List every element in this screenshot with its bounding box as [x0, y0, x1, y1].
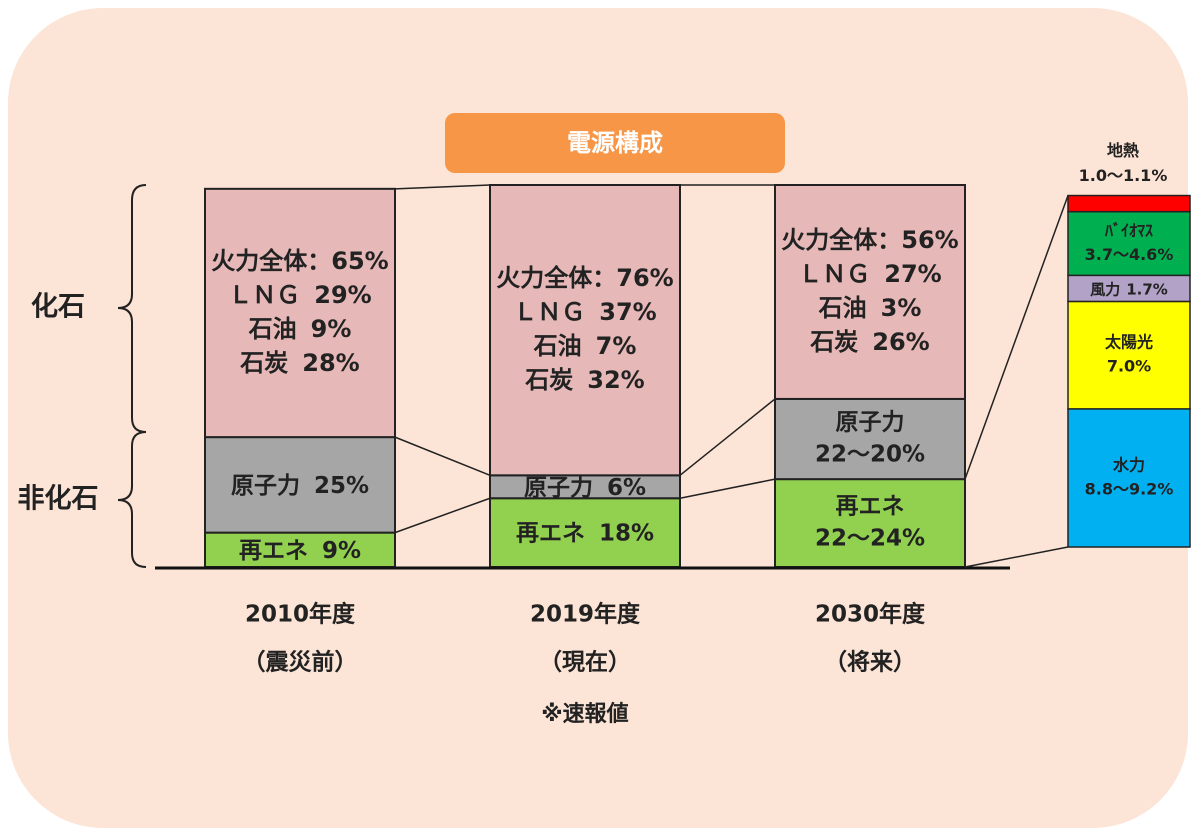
value: 65%	[331, 247, 388, 275]
series-name: 再エネ	[516, 520, 585, 546]
breakdown-name: 石炭	[524, 366, 573, 394]
bar-segment	[774, 478, 966, 569]
connector	[394, 184, 491, 190]
x-tick-label: 2010年度	[245, 601, 356, 628]
connector	[394, 436, 491, 477]
bar-segment	[204, 187, 396, 439]
series-name: 原子力	[231, 472, 300, 498]
detail-segment	[1067, 408, 1191, 548]
detail-segment	[1067, 300, 1191, 410]
breakdown-label: ＬＮＧ 27%	[798, 260, 941, 288]
detail-name: 地熱	[1107, 141, 1139, 160]
detail-value: 8.8～9.2%	[1085, 479, 1174, 498]
x-tick-label: 2030年度	[815, 601, 926, 628]
detail-value: 3.7～4.6%	[1085, 245, 1174, 264]
series-name: 原子力	[836, 410, 905, 436]
breakdown-value: 3%	[881, 294, 922, 322]
group-label: 非化石	[18, 484, 99, 515]
detail-label: 風力 1.7%	[1090, 280, 1168, 298]
detail-value: 7.0%	[1107, 357, 1151, 376]
category-note: （震災前）	[243, 649, 358, 676]
value: 18%	[599, 520, 654, 546]
breakdown-value: 9%	[311, 315, 352, 343]
breakdown-label: 石炭 32%	[524, 366, 644, 394]
detail-connector	[964, 546, 1069, 568]
breakdown-name: 石油	[818, 294, 867, 322]
value-label: 火力全体：65%	[211, 247, 388, 275]
value: 6%	[607, 474, 646, 500]
brace	[117, 431, 147, 568]
breakdown-value: 37%	[599, 298, 656, 326]
breakdown-label: ＬＮＧ 29%	[228, 281, 371, 309]
category-note: （将来）	[824, 649, 916, 676]
value-label: 火力全体：76%	[496, 264, 673, 292]
breakdown-name: ＬＮＧ	[798, 260, 870, 288]
bar-segment	[774, 184, 966, 400]
breakdown-value: 7%	[596, 332, 637, 360]
breakdown-name: 石油	[533, 332, 582, 360]
breakdown-label: 石油 3%	[818, 294, 922, 322]
series-name: 火力全体	[211, 247, 308, 275]
detail-connector	[964, 195, 1069, 480]
series-name: 火力全体	[781, 226, 878, 254]
connector	[679, 398, 776, 476]
breakdown-label: 石油 7%	[533, 332, 637, 360]
x-tick-label: 2019年度	[530, 601, 641, 628]
breakdown-name: 石炭	[809, 328, 858, 356]
bar-segment	[774, 397, 966, 481]
value-label: 火力全体：56%	[781, 226, 958, 254]
category-note: （現在）	[539, 649, 631, 676]
value: 9%	[322, 537, 361, 563]
bar-segment	[489, 497, 681, 568]
detail-name: 太陽光	[1104, 333, 1153, 352]
brace	[117, 184, 147, 433]
bar-segment	[204, 531, 396, 568]
breakdown-value: 27%	[884, 260, 941, 288]
group-label: 化石	[31, 292, 85, 323]
bar-segment	[489, 184, 681, 477]
note: ※速報値	[541, 701, 628, 727]
chart-title: 電源構成	[567, 129, 663, 157]
breakdown-value: 29%	[314, 281, 371, 309]
value-label: 再エネ 9%	[239, 537, 361, 563]
separator: ：	[307, 247, 331, 275]
breakdown-name: ＬＮＧ	[228, 281, 300, 309]
value: 56%	[901, 226, 958, 254]
breakdown-value: 32%	[587, 366, 644, 394]
detail-segment	[1067, 274, 1191, 303]
breakdown-name: 石炭	[239, 349, 288, 377]
detail-name: 風力	[1090, 280, 1120, 298]
value-label: 22～24%	[815, 526, 925, 552]
value-label: 再エネ 18%	[516, 520, 654, 546]
series-name: 再エネ	[836, 494, 905, 520]
separator: ：	[592, 264, 616, 292]
detail-value: 1.7%	[1126, 280, 1168, 298]
breakdown-name: 石油	[248, 315, 297, 343]
detail-segment	[1067, 194, 1191, 213]
detail-value: 1.0～1.1%	[1079, 166, 1168, 185]
series-name: 再エネ	[239, 537, 308, 563]
value-label: 22～20%	[815, 442, 925, 468]
breakdown-label: 石油 9%	[248, 315, 352, 343]
detail-name: 水力	[1113, 455, 1145, 474]
breakdown-name: ＬＮＧ	[513, 298, 585, 326]
detail-name: ﾊﾞｲｵﾏｽ	[1104, 221, 1153, 240]
breakdown-label: ＬＮＧ 37%	[513, 298, 656, 326]
separator: ：	[877, 226, 901, 254]
connector	[679, 478, 776, 499]
value-label: 原子力 6%	[524, 474, 646, 500]
breakdown-value: 26%	[872, 328, 929, 356]
series-name: 原子力	[524, 474, 593, 500]
breakdown-label: 石炭 28%	[239, 349, 359, 377]
breakdown-value: 28%	[302, 349, 359, 377]
title-box	[445, 113, 785, 173]
value: 76%	[616, 264, 673, 292]
connector	[394, 497, 491, 534]
value-label: 原子力 25%	[231, 472, 369, 498]
series-name: 火力全体	[496, 264, 593, 292]
breakdown-label: 石炭 26%	[809, 328, 929, 356]
value: 25%	[314, 472, 369, 498]
